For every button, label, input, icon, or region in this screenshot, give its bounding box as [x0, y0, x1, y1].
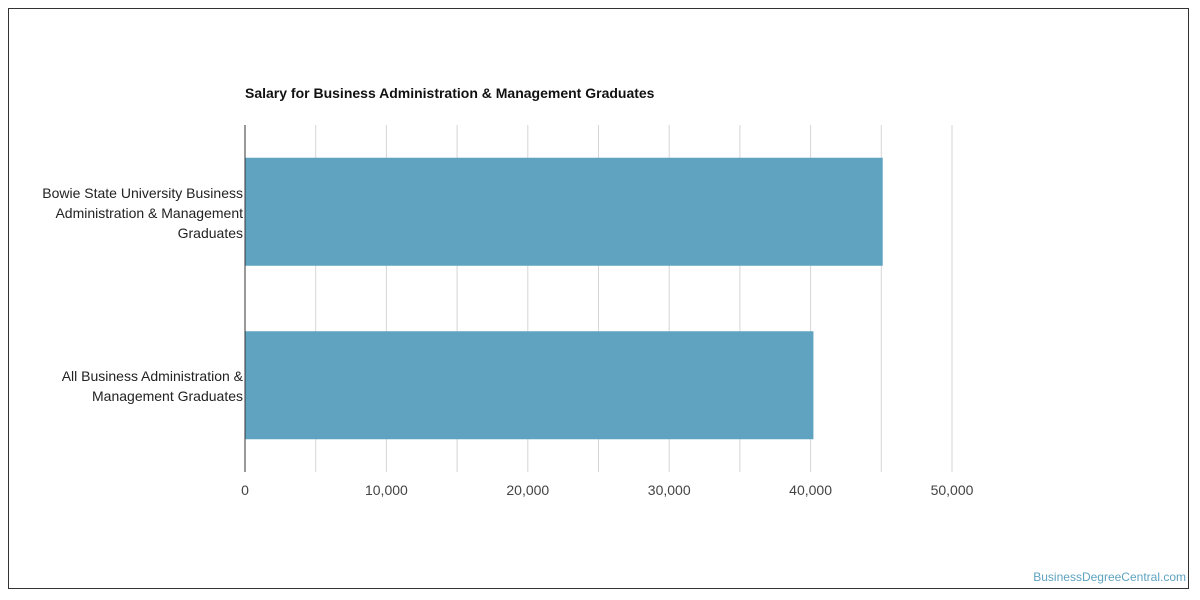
x-tick-label: 20,000: [506, 482, 549, 498]
bar-0: [245, 157, 883, 266]
chart-title: Salary for Business Administration & Man…: [245, 85, 655, 101]
x-tick-label: 10,000: [365, 482, 408, 498]
source-credit[interactable]: BusinessDegreeCentral.com: [1033, 570, 1186, 584]
bar-1: [245, 331, 814, 440]
category-label-all: All Business Administration & Management…: [61, 368, 243, 404]
x-tick-label: 40,000: [789, 482, 832, 498]
x-tick-label: 0: [241, 482, 249, 498]
x-tick-label: 30,000: [648, 482, 691, 498]
x-tick-label: 50,000: [931, 482, 974, 498]
category-label-bowie: Bowie State University Business Administ…: [42, 185, 243, 241]
